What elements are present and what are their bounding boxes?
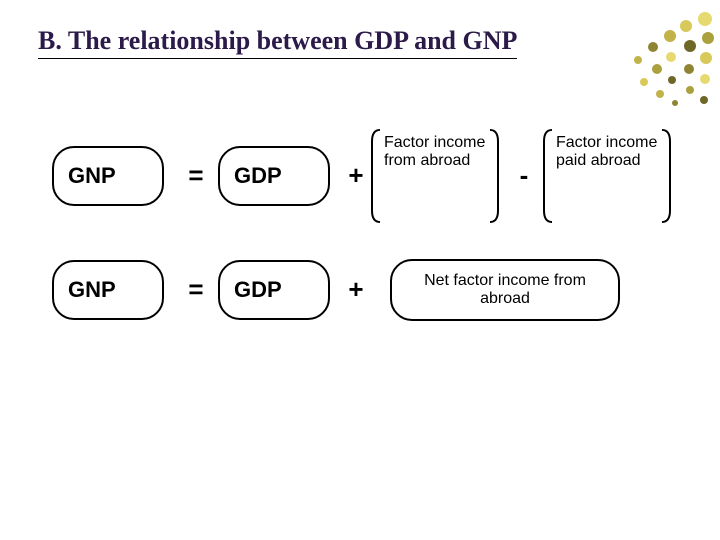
op-equals-2: =: [184, 274, 208, 305]
op-plus-2: +: [344, 274, 368, 305]
text-factor-from: Factor income from abroad: [384, 134, 486, 171]
bracket-factor-paid: Factor income paid abroad: [542, 128, 672, 224]
op-plus-1: +: [344, 160, 368, 191]
label: GDP: [234, 277, 282, 303]
box-gnp-2: GNP: [52, 260, 164, 320]
label: GNP: [68, 163, 116, 189]
bracket-factor-from: Factor income from abroad: [370, 128, 500, 224]
op-equals-1: =: [184, 160, 208, 191]
text-net-factor: Net factor income from abroad: [402, 272, 608, 309]
label: GDP: [234, 163, 282, 189]
text-factor-paid: Factor income paid abroad: [556, 134, 658, 171]
op-minus-1: -: [512, 160, 536, 191]
page-title: B. The relationship between GDP and GNP: [38, 26, 517, 59]
box-gdp-2: GDP: [218, 260, 330, 320]
box-gnp-1: GNP: [52, 146, 164, 206]
label: GNP: [68, 277, 116, 303]
corner-dots: [606, 6, 716, 116]
box-gdp-1: GDP: [218, 146, 330, 206]
box-net-factor: Net factor income from abroad: [390, 259, 620, 321]
